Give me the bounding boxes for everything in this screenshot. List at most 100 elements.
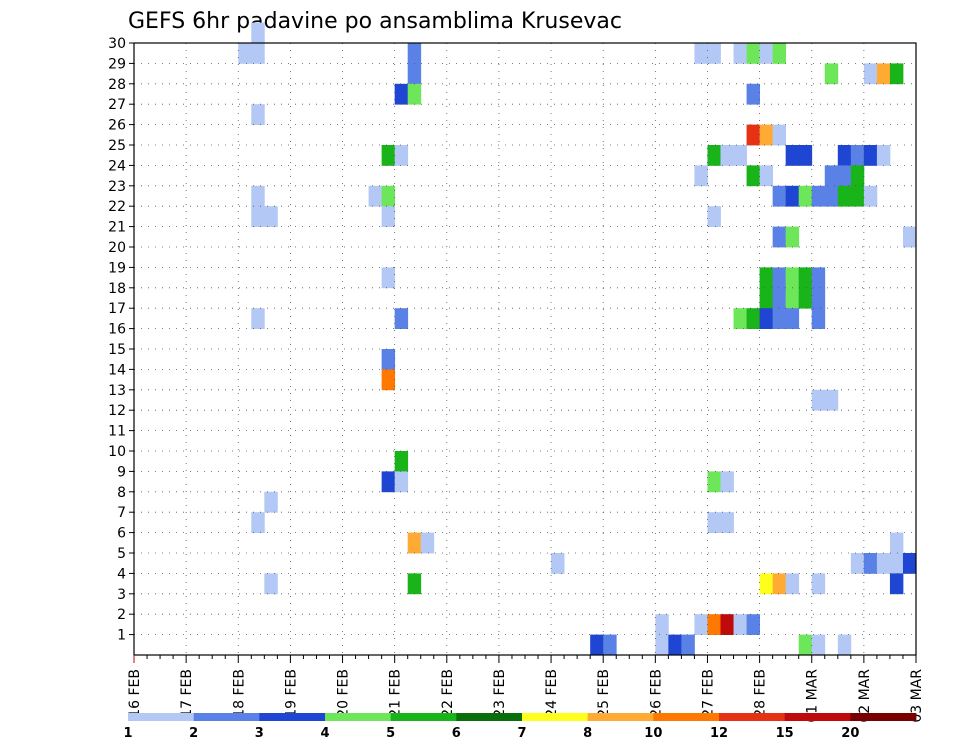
y-tick-label: 25 (108, 138, 126, 154)
heatmap-cell (811, 267, 826, 289)
heatmap-cell (394, 471, 409, 493)
x-tick-label: 01 MAR (805, 669, 821, 723)
heatmap-cell (798, 287, 813, 309)
heatmap-cell (889, 553, 904, 574)
heatmap-cell (381, 267, 396, 289)
heatmap-cell (694, 165, 708, 187)
x-tick-label: 28 FEB (753, 669, 769, 718)
heatmap-cell (381, 206, 396, 227)
heatmap-cell (824, 165, 839, 187)
heatmap-cell (746, 124, 760, 146)
y-tick-label: 21 (108, 220, 126, 236)
legend-label: 4 (320, 726, 329, 741)
heatmap-cell (759, 573, 774, 595)
y-tick-label: 28 (108, 77, 126, 93)
heatmap-cell (707, 206, 721, 227)
y-tick-label: 22 (108, 199, 126, 215)
heatmap-cell (720, 471, 734, 493)
heatmap-cell (394, 308, 409, 329)
heatmap-cell (746, 83, 760, 105)
y-tick-label: 24 (108, 158, 126, 174)
heatmap-cell (694, 43, 708, 64)
heatmap-cell (251, 308, 265, 329)
heatmap-cell (746, 165, 760, 187)
heatmap-cell (772, 124, 787, 146)
heatmap-cell (824, 389, 839, 411)
legend-label: 5 (386, 726, 395, 741)
legend-swatch (850, 713, 917, 721)
heatmap-cell (720, 145, 734, 166)
y-tick-label: 4 (117, 566, 126, 582)
y-tick-label: 2 (117, 607, 126, 623)
heatmap-cell (785, 308, 800, 329)
heatmap-cell (381, 145, 396, 166)
heatmap-cell (759, 124, 774, 146)
x-tick-label: 20 FEB (336, 669, 352, 718)
heatmap-cell (394, 451, 409, 472)
legend-swatch (784, 713, 851, 721)
heatmap-cell (772, 185, 787, 207)
x-tick-label: 19 FEB (283, 669, 299, 718)
heatmap-cell (759, 267, 774, 289)
heatmap-cell (785, 145, 800, 166)
heatmap-cell (733, 614, 747, 635)
legend-swatch (325, 713, 392, 721)
heatmap-cell (394, 83, 409, 105)
heatmap-cell (733, 43, 747, 64)
heatmap-cell (655, 634, 669, 656)
x-tick-label: 27 FEB (700, 669, 716, 718)
y-tick-label: 8 (117, 485, 126, 501)
heatmap-cell (837, 165, 852, 187)
heatmap-cell (850, 145, 865, 166)
heatmap-cell (707, 471, 721, 493)
legend-swatch (128, 713, 195, 721)
heatmap-cell (772, 267, 787, 289)
heatmap-cell (759, 287, 774, 309)
legend-swatch (653, 713, 720, 721)
y-tick-label: 12 (108, 403, 126, 419)
heatmap-cell (238, 43, 252, 64)
heatmap-cell (863, 145, 878, 166)
x-tick-label: 03 MAR (909, 669, 925, 723)
x-tick-label: 02 MAR (857, 669, 873, 723)
heatmap-cell (772, 573, 787, 595)
y-tick-label: 9 (117, 464, 126, 480)
legend-label: 20 (841, 726, 859, 741)
legend-label: 2 (189, 726, 198, 741)
y-tick-label: 5 (117, 546, 126, 562)
heatmap-cell (811, 389, 826, 411)
heatmap-cell (876, 145, 891, 166)
heatmap-cell (798, 267, 813, 289)
heatmap-cell (785, 267, 800, 289)
heatmap-cell (837, 185, 852, 207)
x-tick-label: 23 FEB (492, 669, 508, 718)
y-tick-label: 10 (108, 444, 126, 460)
heatmap-cell (759, 165, 774, 187)
y-tick-label: 18 (108, 281, 126, 297)
y-tick-label: 3 (117, 587, 126, 603)
y-tick-label: 29 (108, 56, 126, 72)
heatmap-cell (707, 43, 721, 64)
heatmap-cell (264, 491, 278, 513)
legend-swatch (456, 713, 523, 721)
heatmap-cell (876, 553, 891, 574)
heatmap-cell (668, 634, 682, 656)
axis-layer: 1234567891011121314151617181920212223242… (108, 36, 925, 723)
heatmap-cell (394, 145, 409, 166)
heatmap-cell (759, 308, 774, 329)
heatmap-cell (264, 573, 278, 595)
heatmap-cell (785, 573, 800, 595)
heatmap-cell (694, 614, 708, 635)
heatmap-cell (407, 43, 422, 64)
heatmap-cell (850, 553, 865, 574)
heatmap-cell (720, 512, 734, 533)
grid-layer (134, 42, 916, 655)
heatmap-cell (251, 512, 265, 533)
heatmap-cell (681, 634, 695, 656)
y-tick-label: 11 (108, 424, 126, 440)
heatmap-cell (889, 573, 904, 595)
chart-title: GEFS 6hr padavine po ansamblima Krusevac (128, 9, 622, 34)
plot-frame (133, 42, 917, 656)
heatmap-cell (824, 63, 839, 85)
heatmap-cell (251, 22, 265, 44)
